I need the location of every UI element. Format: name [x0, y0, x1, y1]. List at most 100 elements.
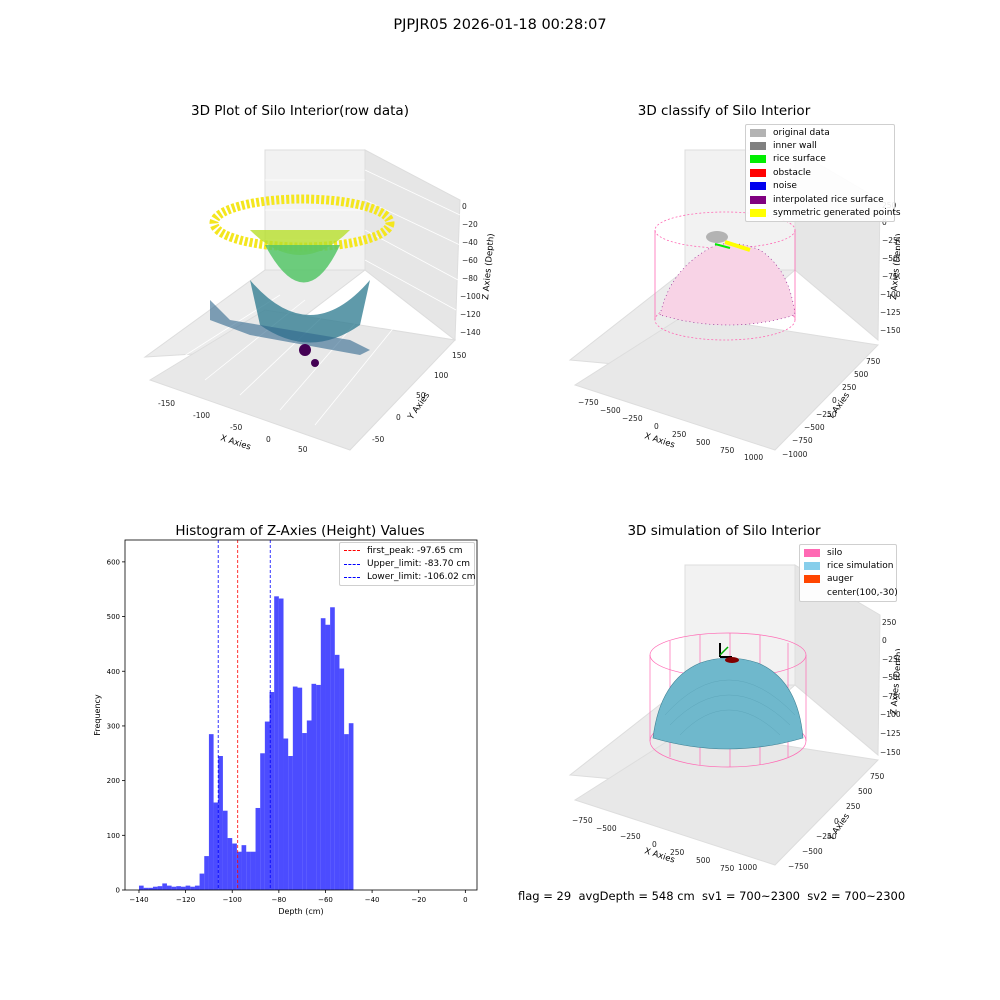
histogram-bar: [330, 607, 335, 890]
histogram-bar: [292, 686, 298, 890]
plot4-y-tick: 250: [846, 802, 861, 811]
plot1-funnel-mid: [265, 245, 340, 283]
plot4-z-label: Z Axies (Depth): [889, 648, 900, 715]
legend-item: auger: [800, 573, 896, 586]
status-footer: flag = 29 avgDepth = 548 cm sv1 = 700~23…: [518, 889, 906, 903]
x-tick-label: −140: [129, 896, 148, 904]
y-tick-label: 300: [107, 722, 120, 730]
plot1-z-tick: 0: [462, 202, 467, 211]
histogram-svg: 0 100 200 300 400 500 600 −140 −120 −100 −80 −60 −4…: [93, 539, 478, 916]
plot4-y-tick: −250: [816, 832, 837, 841]
plot2-interpolated-surface: [659, 243, 796, 326]
plot2-x-tick: 250: [672, 430, 687, 439]
legend-item: interpolated rice surface: [746, 193, 894, 206]
legend-swatch: [804, 548, 820, 557]
histogram-bar: [162, 883, 167, 890]
plot4-title: 3D simulation of Silo Interior: [627, 523, 821, 539]
plot4-x-tick: −750: [572, 816, 593, 825]
plot1-floor-points: [210, 300, 370, 355]
plot4-y-tick: 750: [870, 772, 885, 781]
plot1-floor-pane: [148, 309, 457, 451]
x-tick-label: −80: [271, 896, 286, 904]
plot1-x-tick: -100: [193, 411, 210, 420]
legend-item: noise: [746, 180, 894, 193]
legend-swatch: [750, 168, 766, 177]
plot4-z-tick: −250: [882, 655, 900, 664]
legend-item: obstacle: [746, 166, 894, 179]
plot2-title: 3D classify of Silo Interior: [637, 103, 811, 119]
y-tick-label: 100: [107, 832, 120, 840]
plot1-x-tick: 0: [266, 435, 271, 444]
plot1-z-tick: −60: [462, 256, 478, 265]
plot2-z-tick: −250: [882, 236, 900, 245]
histogram-bar: [176, 886, 181, 890]
histogram-bar: [138, 885, 144, 890]
x-tick-label: −60: [318, 896, 333, 904]
histogram-bar: [185, 885, 191, 890]
x-tick-label: 0: [463, 896, 467, 904]
histogram-bar: [152, 886, 158, 890]
histogram-bar: [311, 683, 317, 890]
legend-item: original data: [746, 126, 894, 139]
plot4-z-tick: −500: [882, 673, 900, 682]
legend-line: [344, 576, 360, 578]
plot4-x-tick: −250: [620, 832, 641, 841]
plot2-z-tick: −750: [882, 272, 900, 281]
figure-title: PJPJR05 2026-01-18 00:28:07: [393, 17, 607, 33]
x-tick-label: −20: [411, 896, 426, 904]
plot4-z-tick: −750: [882, 692, 900, 701]
histogram-bar: [297, 687, 303, 890]
legend-swatch: [750, 142, 766, 151]
plot1-right-pane: [364, 149, 461, 341]
histogram-bar: [302, 733, 307, 890]
histogram-bar: [232, 843, 237, 890]
plot4-x-tick: 750: [720, 864, 735, 873]
plot1-3d-axes: 0 −20 −40 −60 −80 −100 −120 −140 -150 -1…: [143, 149, 497, 454]
y-tick-label: 0: [116, 887, 120, 895]
histogram-bar: [339, 668, 345, 890]
plot1-z-tick: −140: [460, 328, 481, 337]
histogram-bar: [264, 721, 270, 890]
x-tick-label: −120: [176, 896, 195, 904]
histogram-bar: [320, 618, 326, 890]
histogram-bar: [348, 723, 354, 890]
plot2-z-tick: 0: [882, 218, 887, 227]
plot2-y-tick: 0: [832, 396, 837, 405]
histogram-bar: [269, 692, 275, 890]
histogram-bar: [194, 885, 200, 890]
histogram-frame: [124, 539, 478, 891]
plot2-symmetric-points: [724, 240, 751, 252]
y-tick-label: 200: [107, 777, 120, 785]
legend-item: first_peak: -97.65 cm: [340, 544, 474, 557]
plot2-legend: original data inner wall rice surface ob…: [745, 124, 901, 222]
legend-swatch: [804, 589, 820, 597]
histogram-x-ticks: −140 −120 −100 −80 −60 −40 −20 0: [129, 890, 468, 904]
plot1-y-tick: 0: [396, 413, 401, 422]
auger-marker: [725, 657, 739, 663]
plot1-title: 3D Plot of Silo Interior(row data): [191, 103, 409, 119]
x-tick-label: −40: [365, 896, 380, 904]
plot2-x-tick: −250: [622, 414, 643, 423]
legend-swatch: [750, 128, 766, 137]
plot4-y-tick: −750: [788, 862, 809, 871]
plot1-x-tick: -150: [158, 399, 175, 408]
plot2-rice-points: [714, 243, 731, 249]
legend-item: inner wall: [746, 139, 894, 152]
plot4-x-tick: 0: [652, 840, 657, 849]
plot4-y-tick: 0: [834, 817, 839, 826]
plot3-title: Histogram of Z-Axies (Height) Values: [175, 523, 425, 539]
plot1-x-tick: 50: [298, 445, 308, 454]
plot2-y-label: Y Axies: [826, 390, 853, 422]
histogram-bar: [213, 802, 219, 890]
plot2-z-tick: −1500: [880, 326, 900, 335]
histogram-bar: [166, 885, 172, 890]
histogram-bar: [171, 886, 177, 890]
histogram-x-label: Depth (cm): [278, 907, 323, 916]
histogram-bar: [148, 887, 153, 890]
plot4-x-tick: 500: [696, 856, 711, 865]
histogram-bar: [143, 887, 149, 890]
legend-swatch: [750, 155, 766, 164]
plot4-3d-axes: 250 0 −250 −500 −750 −1000 −1250 −1500 −…: [568, 564, 900, 873]
plot4-z-tick: 0: [882, 636, 887, 645]
histogram-bar: [278, 598, 284, 890]
